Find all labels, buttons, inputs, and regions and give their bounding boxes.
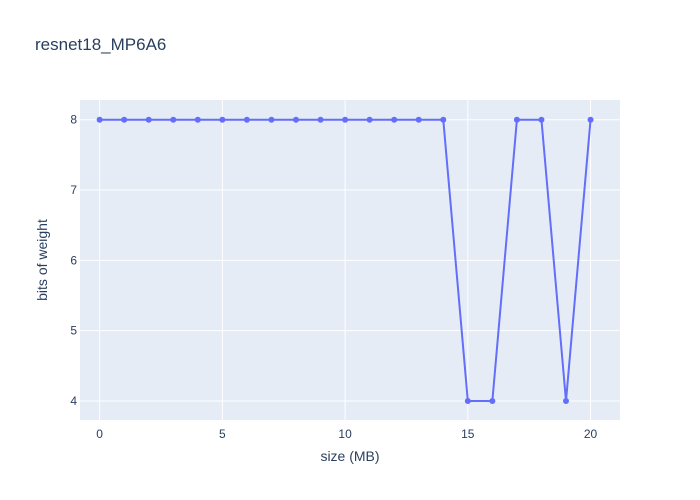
data-point — [415, 116, 422, 123]
data-point — [538, 116, 545, 123]
y-tick-label: 6 — [70, 253, 77, 267]
data-point — [219, 116, 226, 123]
data-point — [440, 116, 447, 123]
data-point — [194, 116, 201, 123]
x-tick-label: 0 — [96, 427, 103, 441]
y-axis-label: bits of weight — [34, 219, 50, 301]
data-point — [96, 116, 103, 123]
data-point — [170, 116, 177, 123]
data-point — [317, 116, 324, 123]
x-tick-label: 15 — [461, 427, 475, 441]
data-point — [121, 116, 128, 123]
data-point — [366, 116, 373, 123]
data-point — [464, 398, 471, 405]
x-axis-label: size (MB) — [320, 448, 379, 464]
data-point — [243, 116, 250, 123]
data-point — [489, 398, 496, 405]
x-tick-labels: 0 5 10 15 20 — [96, 427, 597, 441]
data-point — [563, 398, 569, 405]
chart-title: resnet18_MP6A6 — [35, 35, 166, 54]
y-tick-labels: 4 5 6 7 8 — [70, 113, 77, 408]
data-point — [342, 116, 349, 123]
y-tick-label: 4 — [70, 394, 77, 408]
data-point — [145, 116, 152, 123]
series-points — [96, 116, 594, 405]
y-tick-label: 7 — [70, 183, 77, 197]
data-point — [293, 116, 299, 123]
data-point — [587, 116, 594, 123]
x-tick-label: 20 — [584, 427, 598, 441]
x-tick-label: 5 — [219, 427, 226, 441]
y-tick-label: 8 — [70, 113, 77, 127]
y-tick-label: 5 — [70, 324, 77, 338]
data-point — [391, 116, 398, 123]
data-point — [513, 116, 520, 123]
x-tick-label: 10 — [338, 427, 352, 441]
data-point — [268, 116, 275, 123]
